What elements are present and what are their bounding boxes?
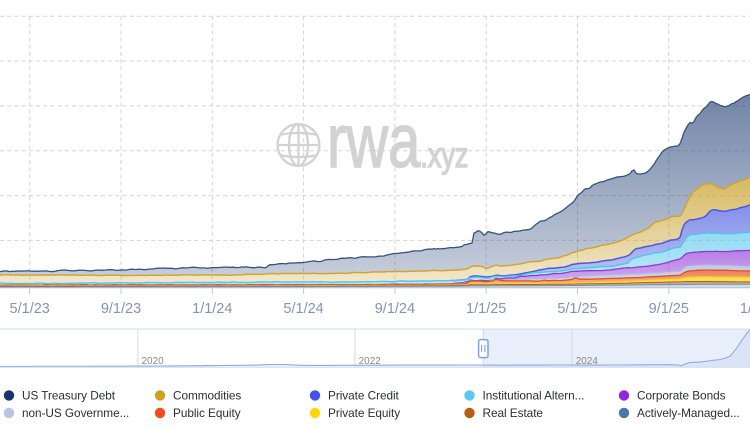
svg-text:9/1/25: 9/1/25 xyxy=(649,301,689,317)
svg-text:Public Equity: Public Equity xyxy=(173,406,241,420)
svg-text:US Treasury Debt: US Treasury Debt xyxy=(22,389,116,403)
svg-text:Private Equity: Private Equity xyxy=(328,406,400,420)
svg-text:Real Estate: Real Estate xyxy=(483,406,544,420)
svg-text:non-US Governme...: non-US Governme... xyxy=(22,406,129,420)
svg-text:2020: 2020 xyxy=(142,356,165,367)
svg-text:9/1/24: 9/1/24 xyxy=(375,301,415,317)
svg-text:5/1/23: 5/1/23 xyxy=(10,301,50,317)
svg-text:1/1/26: 1/1/26 xyxy=(740,301,750,317)
svg-text:Institutional Altern...: Institutional Altern... xyxy=(483,389,585,403)
svg-text:9/1/23: 9/1/23 xyxy=(101,301,141,317)
svg-text:1/1/24: 1/1/24 xyxy=(192,301,232,317)
svg-text:2024: 2024 xyxy=(576,356,599,367)
svg-text:1/1/25: 1/1/25 xyxy=(466,301,506,317)
svg-text:2022: 2022 xyxy=(359,356,382,367)
svg-text:5/1/25: 5/1/25 xyxy=(557,301,597,317)
svg-text:Commodities: Commodities xyxy=(173,389,241,403)
svg-text:5/1/24: 5/1/24 xyxy=(283,301,323,317)
svg-text:Actively-Managed...: Actively-Managed... xyxy=(637,406,740,420)
svg-text:Private Credit: Private Credit xyxy=(328,389,400,403)
svg-text:Corporate Bonds: Corporate Bonds xyxy=(637,389,726,403)
